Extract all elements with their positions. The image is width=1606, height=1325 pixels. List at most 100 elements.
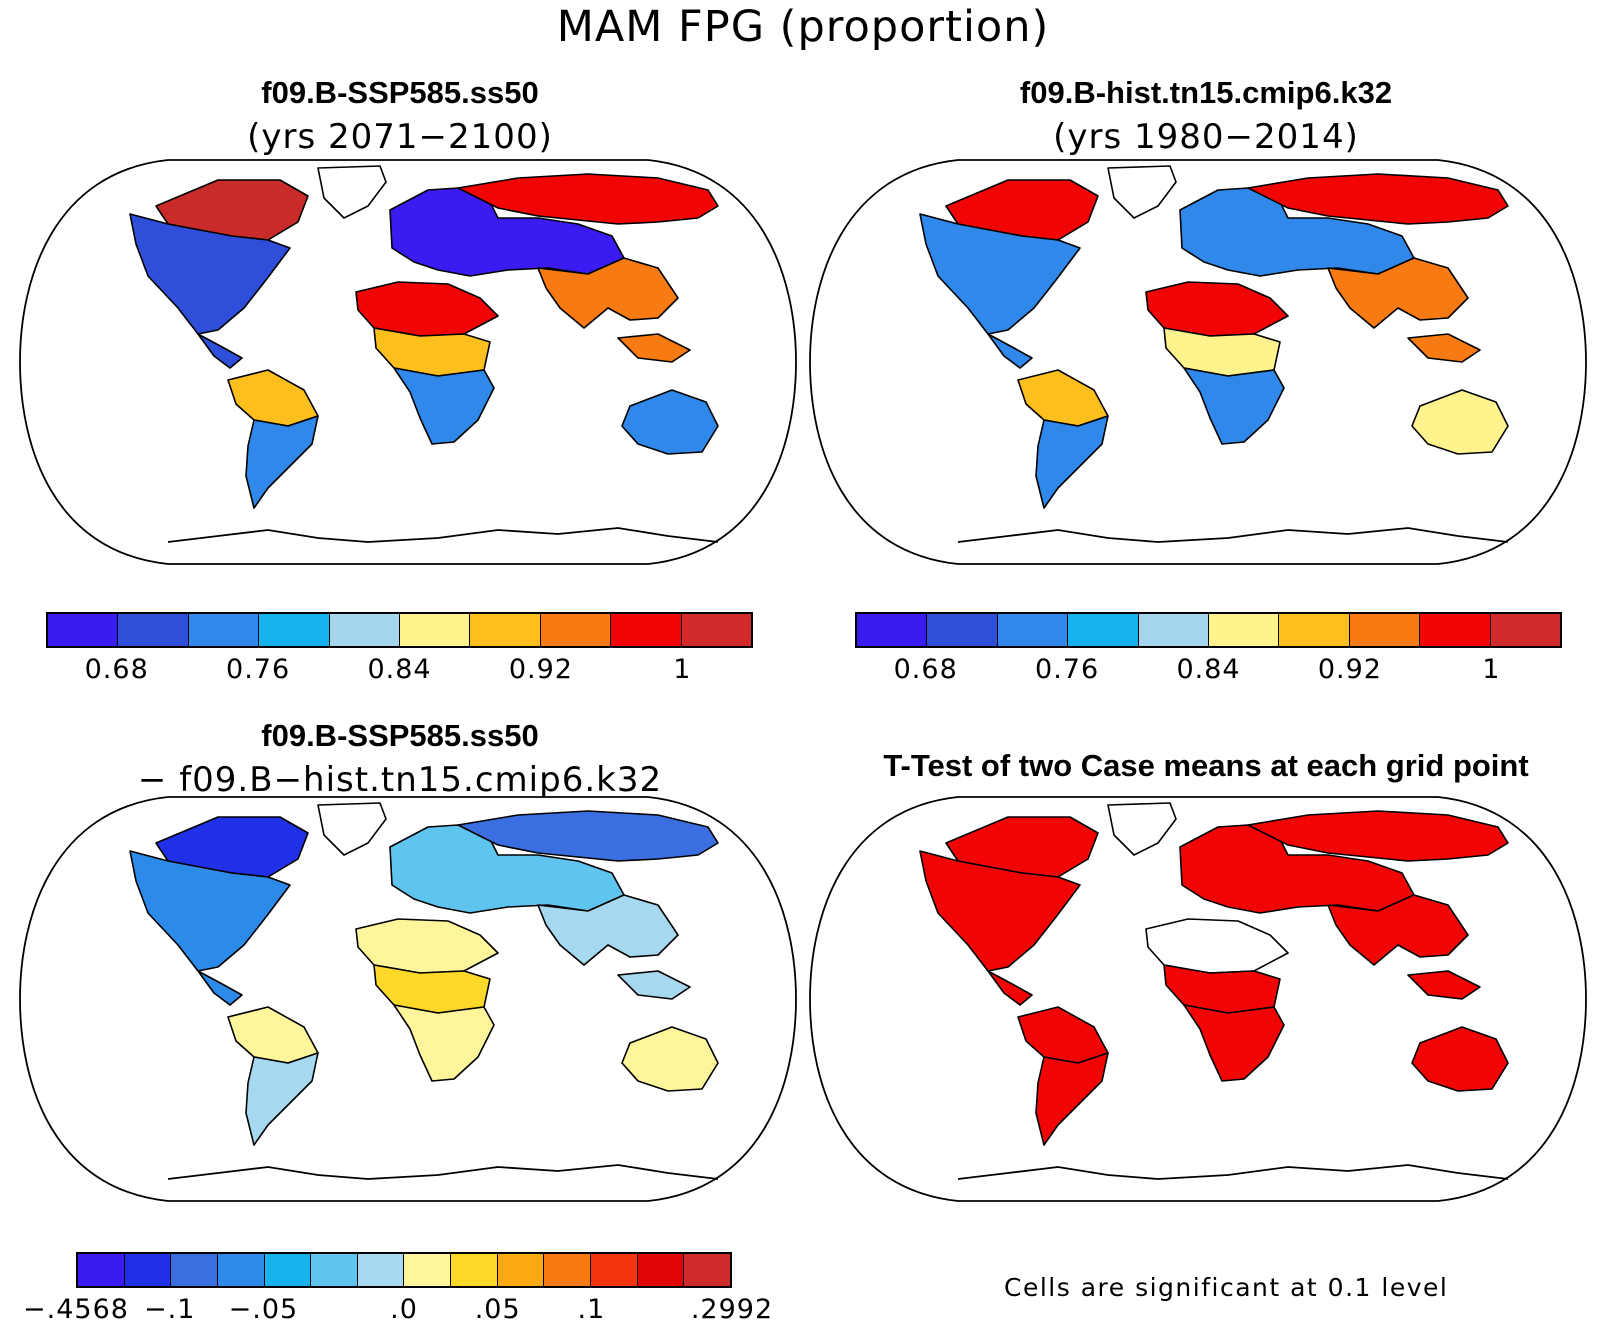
land-region-na <box>197 333 243 369</box>
colorbar-swatch <box>1279 614 1350 646</box>
colorbar-swatch <box>1349 614 1421 646</box>
land-region-greenland <box>1107 802 1177 856</box>
land-region-sa_south <box>1035 415 1109 509</box>
land-region-afr_s <box>393 1004 495 1082</box>
colorbar-ssp585 <box>46 612 753 648</box>
land-region-sa_south <box>245 415 319 509</box>
colorbar-swatch <box>591 1254 638 1286</box>
colorbar-tick-label: 0.68 <box>84 654 149 685</box>
colorbar-difference <box>76 1252 732 1288</box>
colorbar-swatch <box>637 1254 685 1286</box>
land-region-asia <box>1327 257 1469 329</box>
antarctica-coastline <box>167 527 719 543</box>
land-region-greenland <box>317 165 387 219</box>
land-region-sahara <box>1145 281 1289 337</box>
colorbar-swatch <box>48 614 119 646</box>
land-region-sib <box>1247 810 1509 862</box>
colorbar-swatch <box>681 614 752 646</box>
colorbar-swatch <box>118 614 189 646</box>
land-region-na <box>987 333 1033 369</box>
colorbar-swatch <box>997 614 1069 646</box>
panel3-subtitle: − f09.B−hist.tn15.cmip6.k32 <box>137 760 663 800</box>
colorbar-swatch <box>1138 614 1210 646</box>
colorbar-tick-label: .2992 <box>690 1294 774 1325</box>
panel4-title: T-Test of two Case means at each grid po… <box>883 748 1529 783</box>
land-region-aus <box>1411 389 1509 455</box>
colorbar-swatch <box>357 1254 405 1286</box>
land-region-greenland <box>1107 165 1177 219</box>
colorbar-swatch <box>217 1254 265 1286</box>
world-map-ttest <box>809 796 1587 1202</box>
land-region-na <box>987 970 1033 1006</box>
land-region-na <box>919 213 1081 335</box>
land-region-sa_south <box>245 1052 319 1146</box>
colorbar-tick-label: 0.84 <box>1176 654 1241 685</box>
colorbar-tick-label: 0.68 <box>893 654 958 685</box>
colorbar-tick-label: 1 <box>673 654 692 685</box>
land-region-asia <box>1407 970 1481 1000</box>
colorbar-tick-label: 1 <box>1482 654 1501 685</box>
land-region-greenland <box>317 802 387 856</box>
colorbar-tick-label: 0.84 <box>367 654 432 685</box>
map-panel-difference <box>18 795 798 1203</box>
panel2-subtitle: (yrs 1980−2014) <box>1053 117 1359 157</box>
land-region-asia <box>617 970 691 1000</box>
land-region-sahara <box>355 918 499 974</box>
colorbar-swatch <box>329 614 401 646</box>
antarctica-coastline <box>957 527 1509 543</box>
land-region-asia <box>537 894 679 966</box>
colorbar-swatch <box>1420 614 1491 646</box>
colorbar-swatch <box>1068 614 1139 646</box>
colorbar-swatch <box>451 1254 498 1286</box>
land-region-sib <box>1247 173 1509 225</box>
colorbar-tick-label: −.05 <box>228 1294 299 1325</box>
colorbar-swatch <box>857 614 928 646</box>
colorbar-tick-label: .0 <box>390 1294 418 1325</box>
colorbar-hist <box>855 612 1562 648</box>
colorbar-tick-label: 0.92 <box>1317 654 1382 685</box>
antarctica-coastline <box>957 1164 1509 1180</box>
colorbar-tick-label: 0.76 <box>1035 654 1100 685</box>
map-panel-ssp585 <box>18 158 798 566</box>
colorbar-swatch <box>497 1254 545 1286</box>
colorbar-swatch <box>124 1254 172 1286</box>
colorbar-tick-label: .05 <box>474 1294 521 1325</box>
world-map-ssp585 <box>19 159 797 565</box>
panel1-subtitle: (yrs 2071−2100) <box>247 117 553 157</box>
land-region-aus <box>1411 1026 1509 1092</box>
land-region-asia <box>617 333 691 363</box>
colorbar-swatch <box>311 1254 358 1286</box>
panel1-title: f09.B-SSP585.ss50 <box>261 75 539 110</box>
colorbar-swatch <box>404 1254 452 1286</box>
colorbar-swatch <box>264 1254 312 1286</box>
world-map-difference <box>19 796 797 1202</box>
colorbar-tick-label: −.4568 <box>23 1294 129 1325</box>
land-region-na <box>197 970 243 1006</box>
land-region-sib <box>457 810 719 862</box>
panel2-title: f09.B-hist.tn15.cmip6.k32 <box>1019 75 1393 110</box>
colorbar-swatch <box>544 1254 592 1286</box>
land-region-sib <box>457 173 719 225</box>
colorbar-tick-label: 0.92 <box>508 654 573 685</box>
colorbar-swatch <box>188 614 260 646</box>
colorbar-swatch <box>171 1254 218 1286</box>
land-region-afr_s <box>393 367 495 445</box>
antarctica-coastline <box>167 1164 719 1180</box>
land-region-aus <box>621 389 719 455</box>
land-region-sahara <box>1145 918 1289 974</box>
land-region-asia <box>1407 333 1481 363</box>
map-panel-hist <box>808 158 1588 566</box>
world-map-hist <box>809 159 1587 565</box>
colorbar-swatch <box>611 614 682 646</box>
colorbar-swatch <box>400 614 471 646</box>
map-panel-ttest <box>808 795 1588 1203</box>
land-region-aus <box>621 1026 719 1092</box>
significance-note: Cells are significant at 0.1 level <box>1004 1273 1449 1302</box>
colorbar-swatch <box>78 1254 125 1286</box>
panel3-title: f09.B-SSP585.ss50 <box>261 718 539 753</box>
colorbar-tick-label: −.1 <box>144 1294 196 1325</box>
colorbar-swatch <box>1209 614 1280 646</box>
colorbar-swatch <box>927 614 998 646</box>
land-region-asia <box>1327 894 1469 966</box>
colorbar-swatch <box>540 614 612 646</box>
